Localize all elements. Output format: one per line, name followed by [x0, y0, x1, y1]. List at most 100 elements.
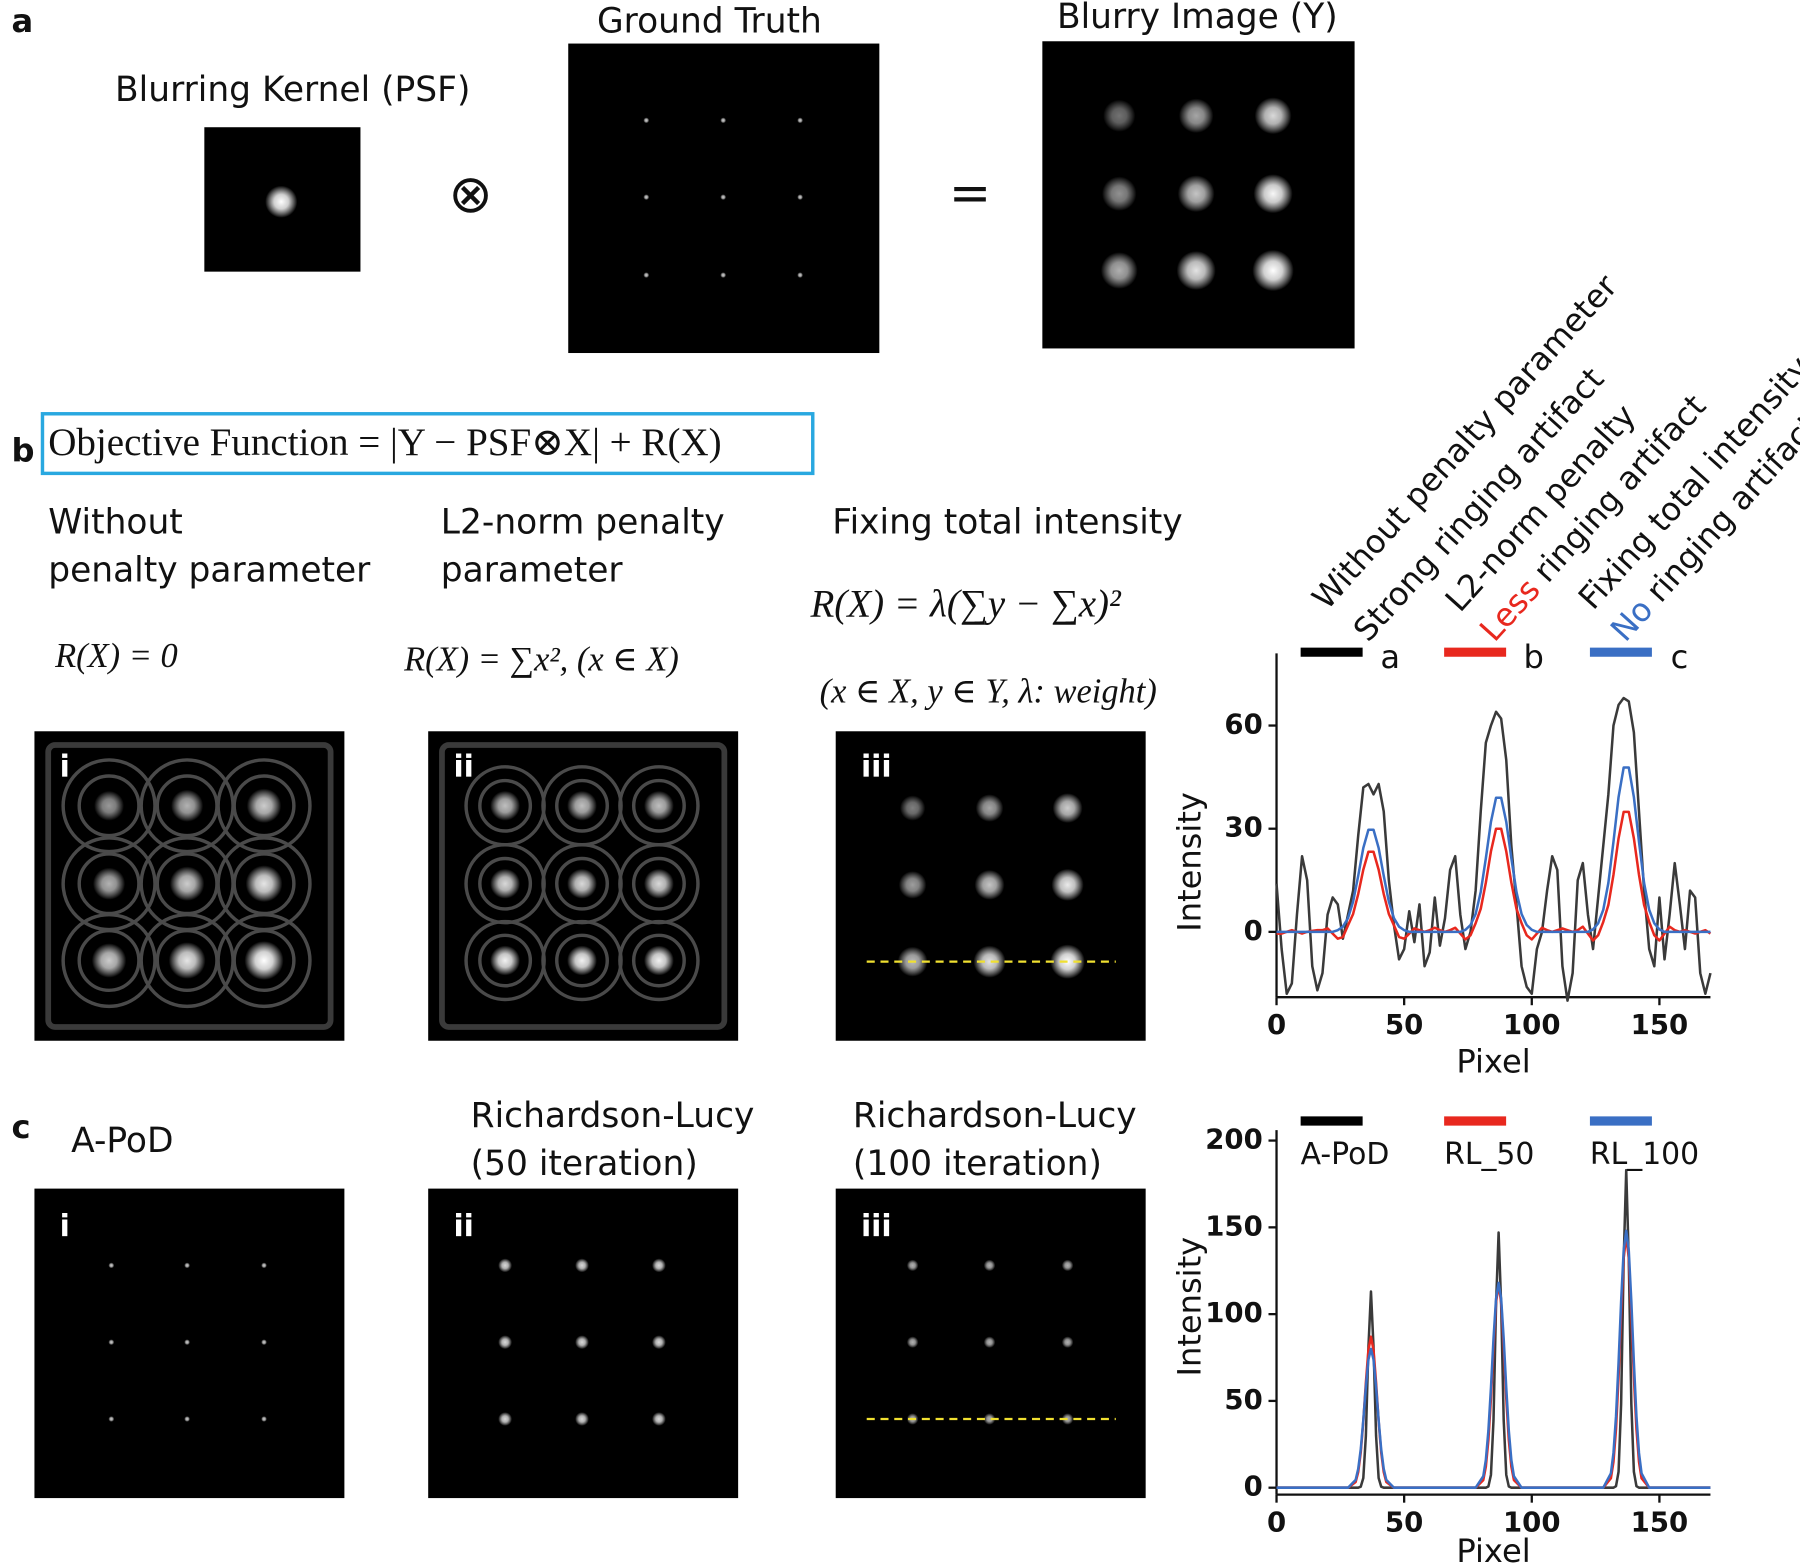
image-label: iii [861, 1209, 892, 1244]
panel-label: c [11, 1108, 30, 1146]
spot [575, 1412, 589, 1426]
y-axis-title: Intensity [1171, 792, 1209, 932]
spot [184, 1339, 190, 1346]
spot [91, 943, 127, 978]
truth-title: Ground Truth [597, 1, 822, 41]
method-title: (100 iteration) [853, 1144, 1102, 1184]
series-line [1276, 766, 1711, 934]
ringing [77, 774, 141, 838]
spot [490, 868, 521, 899]
spot [973, 945, 1006, 978]
spot [644, 945, 674, 976]
x-axis-title: Pixel [1456, 1532, 1530, 1568]
ringing [478, 778, 533, 833]
spot [797, 117, 803, 124]
method-formula: R(X) = ∑x², (x ∈ X) [403, 640, 679, 678]
legend-label: b [1523, 638, 1543, 676]
x-tick-label: 0 [1267, 1506, 1286, 1538]
spot [900, 795, 926, 821]
spot [265, 185, 298, 218]
y-tick-label: 0 [1244, 1471, 1263, 1503]
ringing [631, 933, 686, 988]
image-label: iii [861, 749, 892, 784]
spot [906, 1336, 919, 1348]
ringing [61, 758, 157, 854]
spot [169, 866, 205, 901]
ringing [232, 774, 296, 838]
spot [1254, 97, 1292, 135]
spot [184, 1416, 190, 1422]
spot [490, 790, 521, 821]
spot [983, 1413, 996, 1425]
series-line [1276, 810, 1712, 942]
ringing [216, 758, 312, 854]
legend-label: A-PoD [1301, 1137, 1390, 1172]
spot [906, 1259, 919, 1272]
spot [1051, 868, 1084, 901]
spot [643, 194, 650, 201]
x-tick-label: 50 [1385, 1506, 1423, 1538]
objective-box [40, 412, 815, 476]
spot [720, 272, 727, 278]
spot [797, 194, 803, 201]
spot [567, 790, 597, 821]
spot [168, 942, 206, 979]
spot [1061, 1259, 1074, 1272]
spot [94, 790, 124, 821]
spot [643, 272, 650, 278]
y-tick-label: 60 [1224, 709, 1262, 741]
panel-label: a [11, 2, 33, 40]
series-line [1275, 696, 1712, 1002]
x-tick-label: 100 [1503, 1506, 1560, 1538]
spot [797, 272, 803, 278]
ringing [631, 856, 686, 911]
legend-label: c [1671, 638, 1689, 676]
spot [567, 868, 597, 899]
spot [171, 789, 204, 822]
spot [575, 1258, 589, 1273]
spot [108, 1416, 115, 1422]
spot [652, 1258, 666, 1273]
image-label: i [60, 749, 70, 784]
x-tick-label: 150 [1631, 1009, 1688, 1041]
spot [498, 1258, 512, 1273]
ringing-frame [45, 742, 334, 1030]
ringing [232, 928, 296, 993]
method-formula: (x ∈ X, y ∈ Y, λ: weight) [820, 673, 1157, 711]
method-title: Richardson-Lucy [853, 1096, 1137, 1136]
spot [261, 1416, 267, 1422]
legend-label: RL_50 [1444, 1137, 1534, 1172]
spot [643, 117, 650, 124]
ringing-frame [439, 742, 728, 1030]
spot [983, 1259, 996, 1272]
spot [498, 1412, 512, 1426]
method-title: Fixing total intensity [832, 502, 1182, 542]
ringing [77, 928, 141, 993]
method-title: (50 iteration) [471, 1144, 698, 1184]
spot [1252, 249, 1294, 292]
kernel-title: Blurring Kernel (PSF) [115, 70, 470, 110]
method-title: Richardson-Lucy [471, 1096, 755, 1136]
series-line [1276, 1168, 1711, 1489]
x-tick-label: 50 [1385, 1009, 1423, 1041]
spot [245, 865, 283, 903]
spot [983, 1336, 996, 1348]
y-tick-label: 0 [1244, 915, 1263, 947]
spot [498, 1335, 512, 1350]
spot [975, 794, 1004, 822]
x-axis-title: Pixel [1456, 1043, 1530, 1081]
method-formula: R(X) = λ(∑y − ∑x)² [809, 582, 1122, 625]
method-title: Without [48, 502, 183, 542]
spot [1100, 252, 1138, 289]
series-line [1276, 1229, 1711, 1489]
y-tick-label: 30 [1224, 812, 1262, 844]
spot [720, 117, 727, 124]
y-tick-label: 50 [1224, 1384, 1262, 1416]
y-axis-title: Intensity [1171, 1237, 1209, 1377]
spot [1177, 175, 1215, 213]
ringing [555, 856, 609, 911]
spot [1102, 176, 1137, 211]
ringing [631, 778, 686, 833]
method-title: L2-norm penalty [441, 502, 725, 542]
